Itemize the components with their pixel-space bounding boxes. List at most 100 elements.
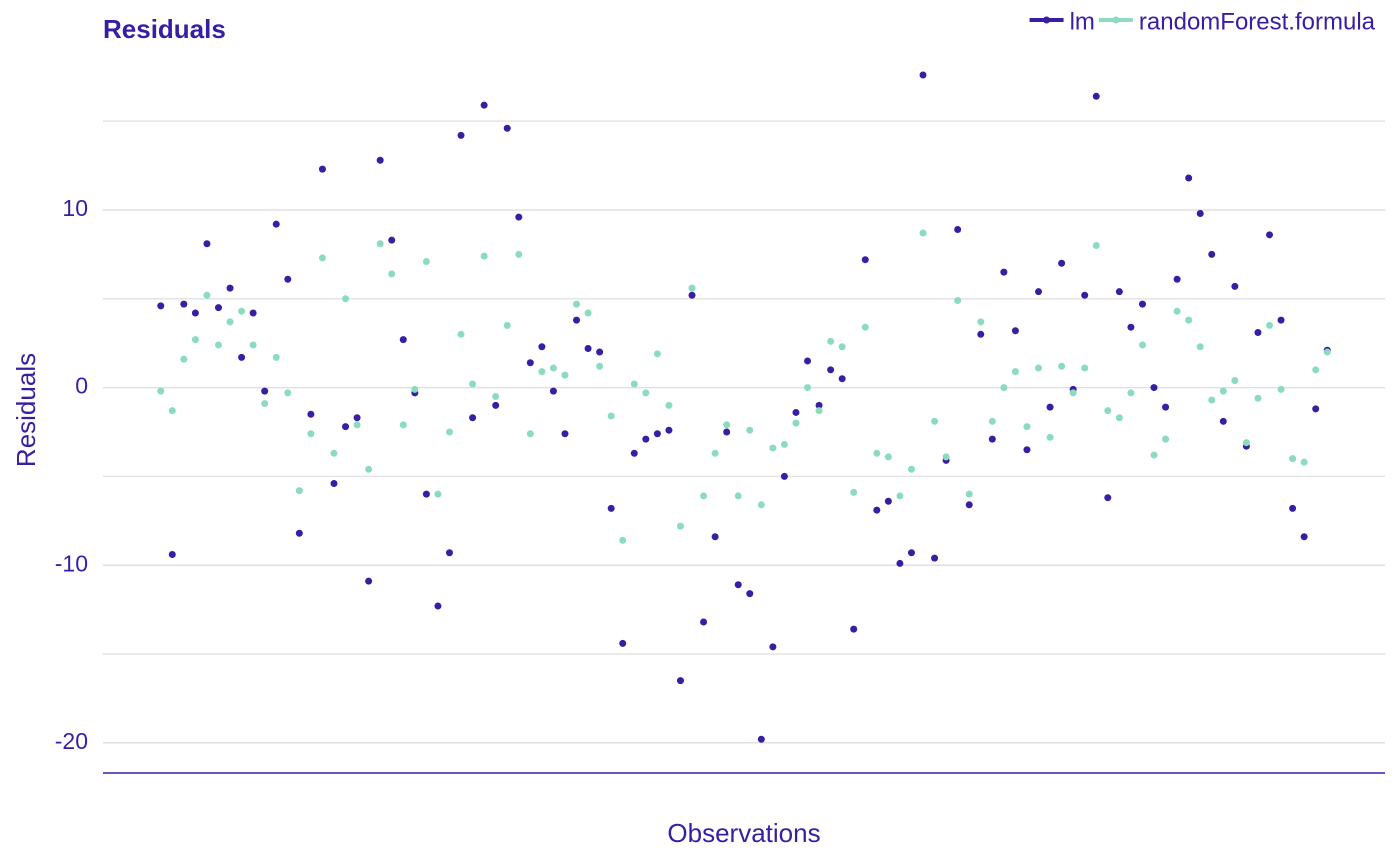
point [1266, 321, 1274, 329]
point [503, 321, 511, 329]
point [988, 435, 996, 443]
point [388, 236, 396, 244]
point [988, 417, 996, 425]
y-tick-label: -10 [55, 550, 88, 576]
point [1219, 417, 1227, 425]
point [1115, 288, 1123, 296]
point [492, 401, 500, 409]
point [1266, 231, 1274, 239]
point [376, 240, 384, 248]
point [330, 479, 338, 487]
point [295, 487, 303, 495]
point [665, 401, 673, 409]
point [1231, 282, 1239, 290]
point [700, 492, 708, 500]
point [1023, 423, 1031, 431]
point [1196, 210, 1204, 218]
point [249, 341, 257, 349]
point [688, 291, 696, 299]
point [422, 257, 430, 265]
point [942, 453, 950, 461]
point [1173, 307, 1181, 315]
point [1011, 368, 1019, 376]
point [711, 449, 719, 457]
point [561, 371, 569, 379]
point [1323, 348, 1331, 356]
point [573, 316, 581, 324]
point [191, 309, 199, 317]
point [757, 735, 765, 743]
point [977, 330, 985, 338]
point [214, 304, 222, 312]
point [1185, 316, 1193, 324]
legend: randomForest.formula lm [1029, 8, 1376, 35]
point [191, 336, 199, 344]
point [780, 440, 788, 448]
point [376, 156, 384, 164]
point [515, 213, 523, 221]
point [804, 384, 812, 392]
point [1046, 433, 1054, 441]
point [203, 291, 211, 299]
point [573, 300, 581, 308]
point [1242, 439, 1250, 447]
point [318, 165, 326, 173]
point [469, 380, 477, 388]
point [214, 341, 222, 349]
point [434, 490, 442, 498]
point [584, 345, 592, 353]
point [619, 536, 627, 544]
point [596, 348, 604, 356]
point [180, 300, 188, 308]
point [284, 389, 292, 397]
point [931, 554, 939, 562]
point [734, 492, 742, 500]
point [734, 581, 742, 589]
point [342, 295, 350, 303]
point [365, 465, 373, 473]
point [330, 449, 338, 457]
point [1000, 384, 1008, 392]
point [642, 435, 650, 443]
point [226, 318, 234, 326]
point [1035, 364, 1043, 372]
point [907, 549, 915, 557]
chart-title: Residuals [103, 14, 226, 44]
point [827, 366, 835, 374]
legend-label: randomForest.formula [1139, 8, 1376, 35]
point [873, 449, 881, 457]
point [1173, 275, 1181, 283]
point [388, 270, 396, 278]
point [1196, 343, 1204, 351]
point [676, 522, 684, 530]
point [480, 252, 488, 260]
point [1312, 366, 1320, 374]
y-tick-label: -20 [55, 728, 88, 754]
point [1081, 364, 1089, 372]
point [653, 350, 661, 358]
point [977, 318, 985, 326]
point [1092, 92, 1100, 100]
point [238, 353, 246, 361]
point [873, 506, 881, 514]
point [1104, 407, 1112, 415]
point [445, 428, 453, 436]
point [757, 501, 765, 509]
point [1115, 414, 1123, 422]
point [965, 501, 973, 509]
point [861, 323, 869, 331]
y-tick-label: 0 [75, 373, 88, 399]
point [815, 401, 823, 409]
point [399, 421, 407, 429]
point [445, 549, 453, 557]
point [503, 124, 511, 132]
point [607, 504, 615, 512]
point [1162, 435, 1170, 443]
point [1069, 389, 1077, 397]
point [1208, 396, 1216, 404]
point [1254, 329, 1262, 337]
point [723, 428, 731, 436]
point [538, 368, 546, 376]
point [792, 419, 800, 427]
point [1150, 451, 1158, 459]
